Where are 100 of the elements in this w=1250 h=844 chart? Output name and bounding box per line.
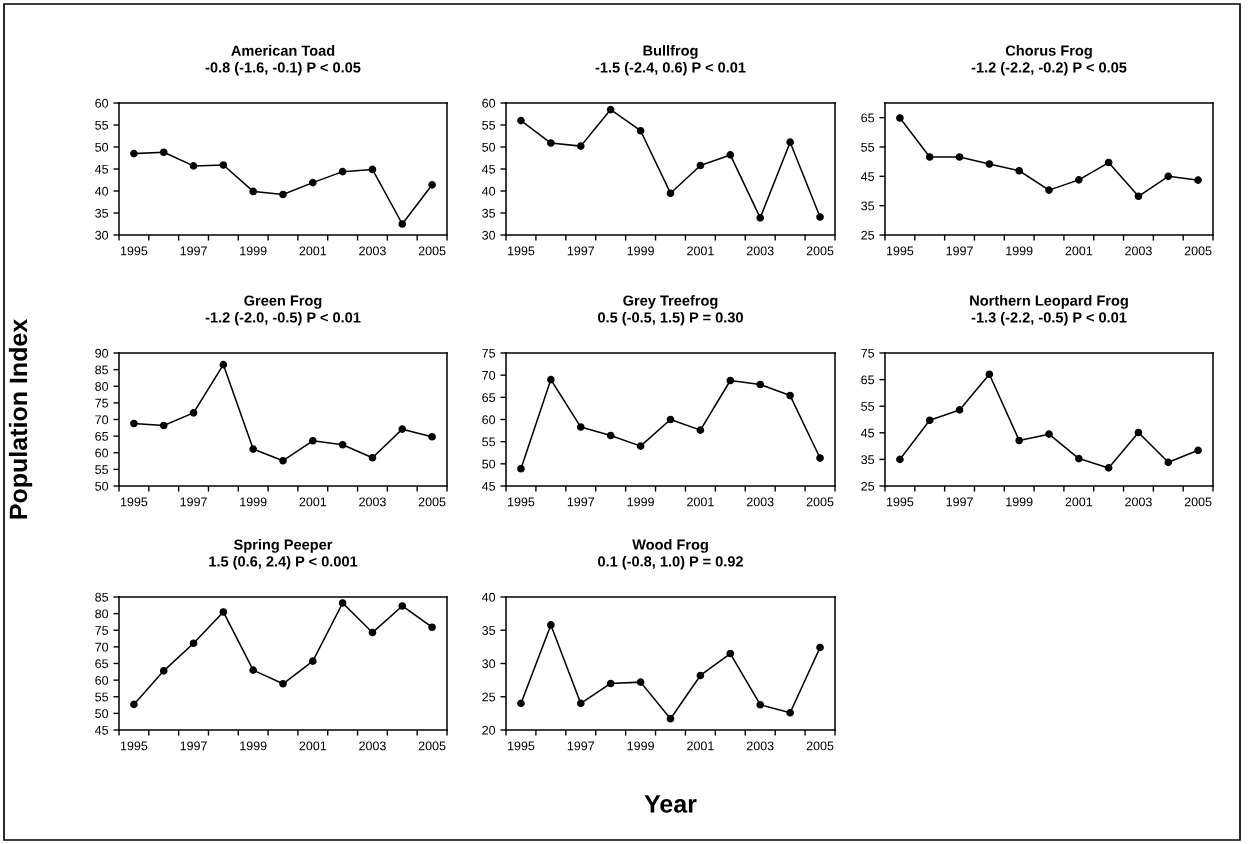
x-tick-label: 1995 [508, 246, 535, 256]
point [786, 391, 794, 400]
chart-title: Bullfrog -1.5 (-2.4, 0.6) P < 0.01 [595, 45, 746, 76]
point [547, 621, 555, 629]
y-tick-label: 55 [482, 437, 496, 447]
point [666, 189, 675, 198]
point [726, 649, 735, 658]
x-tick-label: 1995 [120, 246, 148, 256]
point [547, 375, 555, 384]
point [308, 436, 317, 445]
y-tick-label: 60 [95, 98, 109, 108]
chart-title: American Toad -0.8 (-1.6, -0.1) P < 0.05 [205, 45, 361, 76]
point [786, 138, 794, 146]
point [159, 148, 168, 157]
x-tick-label: 2003 [746, 497, 774, 507]
point [1104, 158, 1113, 167]
x-tick-label: 1995 [886, 497, 914, 507]
x-tick-label: 2003 [359, 497, 386, 507]
x-tick-label: 1997 [946, 497, 973, 507]
point [1134, 428, 1143, 437]
y-tick-label: 65 [95, 431, 109, 441]
point [955, 406, 964, 414]
point [1045, 186, 1053, 194]
y-tick-label: 35 [861, 201, 875, 211]
x-tick-label: 1995 [120, 497, 148, 507]
point [636, 442, 645, 450]
x-tick-label: 1999 [1006, 497, 1033, 507]
y-tick-label: 40 [481, 592, 496, 602]
point [576, 699, 585, 708]
y-tick-label: 70 [95, 415, 109, 425]
y-tick-label: 45 [481, 481, 496, 491]
x-tick-label: 2003 [746, 741, 774, 751]
point [816, 213, 824, 221]
y-tick-label: 65 [95, 659, 109, 669]
point [159, 666, 168, 675]
y-tick-label: 90 [95, 348, 109, 358]
point [249, 445, 258, 453]
y-tick-label: 30 [482, 659, 496, 669]
point [249, 187, 258, 196]
y-tick-label: 25 [861, 230, 875, 240]
point [338, 599, 347, 607]
point [130, 419, 138, 428]
point [368, 165, 377, 174]
x-tick-label: 2003 [359, 246, 386, 256]
x-tick-label: 1999 [627, 741, 654, 751]
y-tick-label: 60 [482, 415, 496, 425]
point [338, 440, 347, 449]
y-tick-label: 50 [482, 142, 496, 152]
y-tick-label: 35 [482, 626, 496, 635]
y-tick-label: 50 [95, 481, 109, 491]
x-tick-label: 2001 [687, 246, 714, 256]
x-tick-label: 2005 [418, 497, 446, 507]
point [726, 151, 735, 159]
point [636, 126, 645, 135]
point [517, 464, 525, 473]
point [696, 161, 705, 170]
point [696, 671, 705, 680]
x-axis-title: Year [644, 795, 697, 813]
y-tick-label: 65 [482, 393, 496, 402]
point [189, 162, 198, 170]
point [925, 416, 934, 425]
y-axis-title: Population Index [8, 318, 33, 519]
point [726, 376, 735, 385]
x-tick-label: 1995 [120, 741, 148, 751]
y-tick-label: 30 [95, 230, 109, 240]
point [955, 153, 964, 161]
y-tick-label: 45 [94, 725, 109, 735]
y-tick-label: 55 [95, 120, 109, 130]
x-tick-label: 2001 [1065, 497, 1093, 507]
x-tick-label: 2003 [1125, 246, 1152, 256]
y-tick-label: 35 [95, 208, 109, 218]
point [985, 160, 994, 168]
point [1074, 454, 1083, 463]
point [279, 456, 287, 465]
point [985, 370, 994, 379]
y-tick-label: 30 [482, 230, 496, 240]
point [606, 431, 615, 440]
y-tick-label: 25 [861, 481, 875, 491]
point [398, 425, 407, 433]
point [398, 220, 407, 228]
point [428, 432, 436, 441]
x-tick-label: 1999 [240, 246, 267, 256]
point [428, 181, 436, 189]
y-tick-label: 55 [95, 692, 109, 702]
point [219, 161, 228, 169]
y-tick-label: 50 [482, 459, 496, 469]
y-tick-label: 85 [95, 365, 109, 375]
y-tick-label: 55 [482, 120, 496, 130]
point [606, 679, 615, 688]
point [189, 639, 198, 648]
point [896, 455, 904, 464]
y-tick-label: 35 [482, 208, 496, 218]
point [547, 139, 555, 147]
y-tick-label: 65 [861, 375, 875, 385]
y-tick-label: 50 [95, 709, 109, 719]
y-tick-label: 45 [94, 164, 109, 174]
y-tick-label: 60 [482, 98, 496, 108]
x-tick-label: 2001 [299, 497, 327, 507]
point [279, 679, 287, 688]
y-tick-label: 75 [482, 348, 496, 358]
